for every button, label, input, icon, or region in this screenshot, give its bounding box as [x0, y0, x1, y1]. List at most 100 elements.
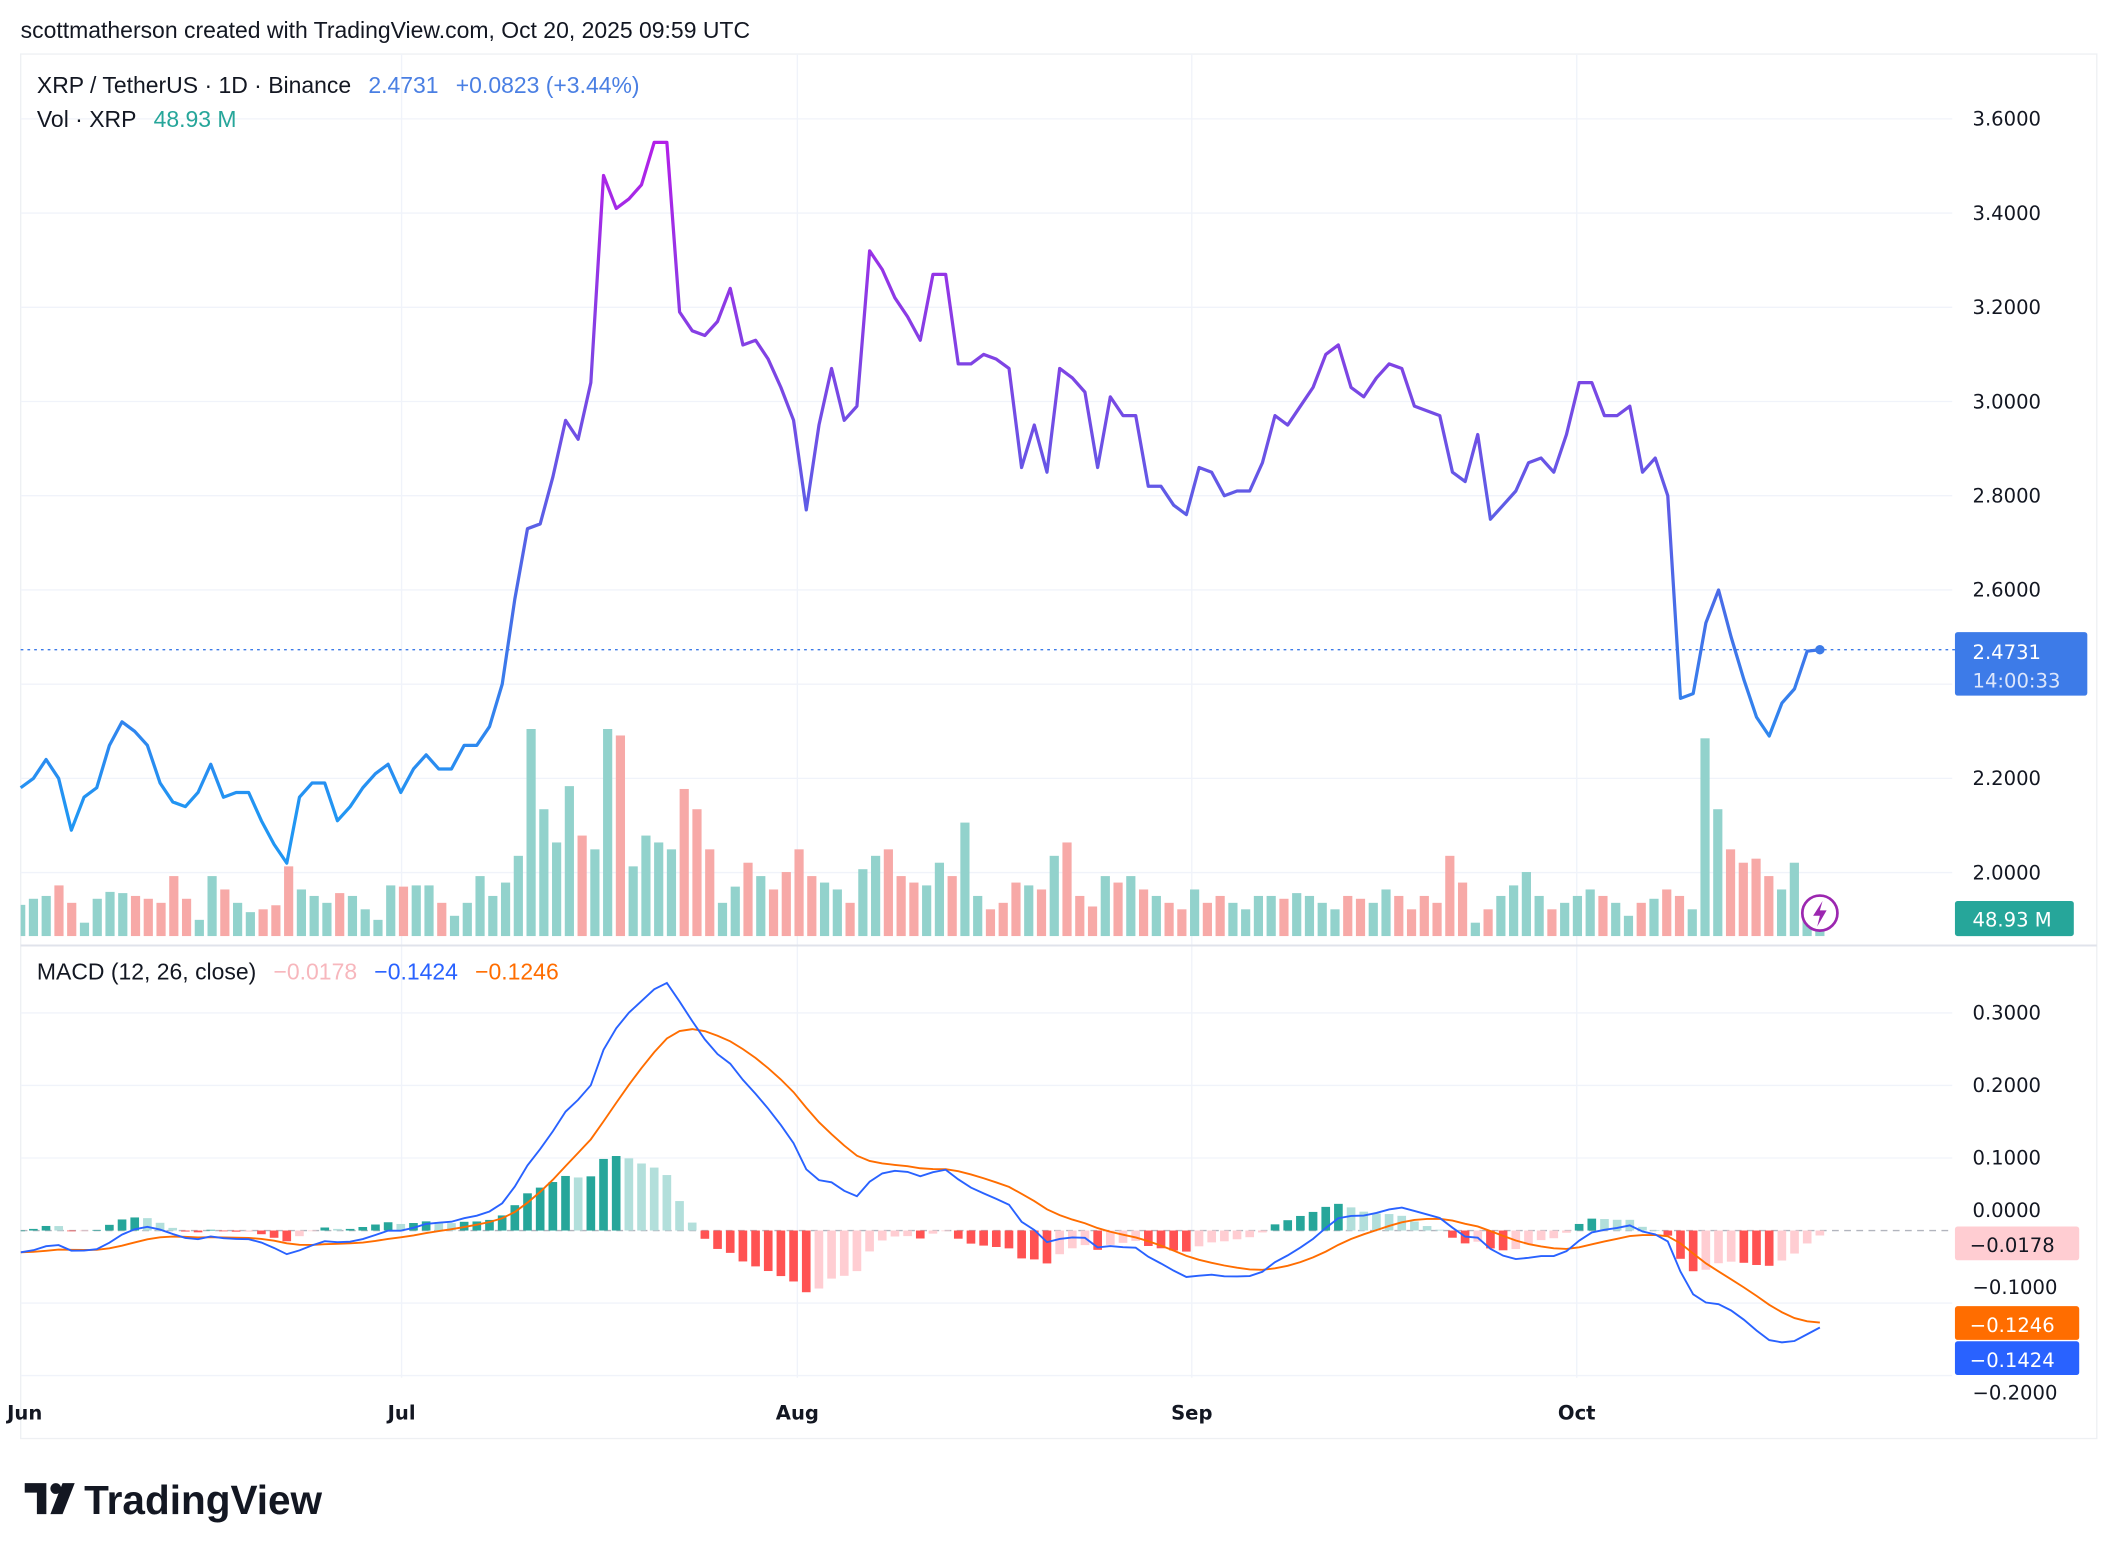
macd-histogram-bar — [383, 1222, 393, 1231]
volume-bar — [628, 866, 638, 937]
volume-bar — [1394, 895, 1404, 937]
macd-histogram-bar — [1536, 1230, 1546, 1241]
macd-histogram-bar — [1346, 1207, 1356, 1231]
macd-histogram-bar — [117, 1219, 127, 1231]
macd-histogram-bar — [295, 1230, 304, 1237]
macd-histogram-bar — [1486, 1230, 1495, 1249]
macd-axis[interactable]: 0.3000 0.2000 0.1000 0.0000 −0.1000 −0.2000 — [1973, 1002, 2058, 1405]
macd-histogram-bar — [1384, 1214, 1394, 1231]
volume-bar — [143, 898, 153, 937]
price-axis[interactable]: 3.6000 3.4000 3.2000 3.0000 2.8000 2.6000 2.20… — [1973, 108, 2042, 885]
volume-bar — [845, 902, 855, 937]
macd-histogram-bar — [1739, 1230, 1749, 1263]
macd-hist-value: −0.0178 — [273, 958, 357, 984]
volume-bar — [730, 886, 740, 937]
macd-histogram-bar — [1245, 1230, 1255, 1238]
macd-signal-value: −0.1246 — [475, 958, 559, 984]
symbol-legend[interactable]: XRP / TetherUS · 1D · Binance 2.4731 +0.… — [37, 72, 640, 98]
credit-text: scottmatherson created with TradingView.… — [21, 17, 750, 43]
macd-histogram-bar — [1726, 1230, 1736, 1262]
macd-histogram-bar — [320, 1227, 330, 1231]
macd-tick-label: 0.1000 — [1973, 1147, 2042, 1170]
macd-histogram-bar — [409, 1222, 418, 1231]
volume-bar — [1330, 909, 1340, 937]
volume-bar — [424, 885, 434, 937]
macd-histogram-bar — [1473, 1230, 1483, 1242]
volume-bar — [743, 862, 753, 937]
macd-histogram-bar — [1574, 1223, 1584, 1231]
time-axis[interactable]: Jun Jul Aug Sep Oct — [5, 1402, 1595, 1425]
macd-histogram-bar — [903, 1230, 912, 1237]
macd-histogram-bar — [1029, 1230, 1039, 1260]
volume-bar — [347, 895, 358, 937]
volume-bar — [513, 855, 523, 937]
price-tick-label: 2.6000 — [1973, 579, 2042, 602]
macd-histogram-bar — [535, 1187, 545, 1231]
volume-bar — [947, 876, 957, 937]
volume-bar — [1636, 902, 1646, 937]
volume-bar — [1776, 889, 1787, 937]
macd-histogram-bar — [1321, 1206, 1331, 1231]
volume-bar — [973, 895, 983, 937]
chart-frame — [20, 53, 2098, 1440]
volume-bar — [1445, 855, 1455, 937]
volume-bar — [1011, 882, 1021, 937]
volume-bar — [641, 835, 651, 937]
volume-badge: 48.93 M — [1954, 900, 2074, 937]
macd-histogram-bar — [1258, 1230, 1267, 1233]
last-price-dot — [1815, 644, 1825, 655]
symbol-name: XRP / TetherUS · 1D · Binance — [37, 72, 351, 98]
volume-bar — [1215, 895, 1225, 937]
volume-bar — [1547, 909, 1557, 937]
macd-histogram-bar — [206, 1229, 216, 1231]
tradingview-logo-text: TradingView — [84, 1477, 322, 1523]
volume-bar — [1304, 895, 1315, 937]
macd-legend[interactable]: MACD (12, 26, close) −0.0178 −0.1424 −0.… — [37, 958, 559, 984]
volume-bar — [552, 842, 562, 937]
macd-histogram-bar — [143, 1218, 152, 1231]
macd-histogram-bar — [41, 1225, 51, 1231]
macd-histogram-bar — [789, 1230, 798, 1282]
macd-histogram-bar — [1182, 1230, 1191, 1252]
volume-bar — [705, 849, 715, 937]
macd-histogram-bar — [662, 1175, 672, 1231]
volume-bar — [1036, 889, 1047, 937]
macd-histogram-bar — [561, 1175, 570, 1231]
volume-bar — [79, 922, 90, 937]
volume-bar — [590, 849, 600, 937]
macd-histogram-bar — [1802, 1230, 1812, 1244]
macd-histogram-bar — [1676, 1230, 1685, 1259]
price-tick-label: 3.4000 — [1973, 202, 2042, 225]
volume-bar — [1266, 895, 1276, 937]
volume-bar — [92, 898, 102, 937]
macd-line-value: −0.1424 — [374, 958, 458, 984]
volume-badge-text: 48.93 M — [1973, 909, 2052, 932]
volume-bar — [20, 904, 26, 937]
volume-bar — [1687, 909, 1697, 937]
macd-histogram-bar — [877, 1230, 887, 1241]
volume-value: 48.93 M — [154, 106, 237, 132]
macd-tick-label: −0.1000 — [1973, 1276, 2058, 1299]
volume-bar — [1572, 895, 1583, 937]
macd-histogram-bar — [1410, 1221, 1419, 1231]
flash-icon[interactable] — [1800, 894, 1839, 933]
volume-bar — [756, 876, 766, 937]
macd-pane — [20, 981, 1825, 1344]
volume-bar — [1190, 889, 1200, 937]
volume-bar — [1419, 895, 1429, 937]
macd-histogram-bar — [257, 1230, 266, 1235]
tradingview-logo-icon — [24, 1483, 75, 1515]
volume-bar — [832, 889, 842, 937]
macd-histogram-bar — [700, 1230, 710, 1239]
volume-bar — [603, 728, 613, 937]
grid — [20, 54, 1953, 1378]
tradingview-logo[interactable]: TradingView — [24, 1477, 323, 1523]
volume-bar — [1713, 809, 1723, 937]
volume-bar — [296, 889, 307, 937]
price-series — [19, 140, 1825, 865]
macd-histogram-bar — [1093, 1230, 1102, 1250]
volume-legend[interactable]: Vol · XRP 48.93 M — [37, 106, 237, 132]
macd-histogram-bar — [1042, 1230, 1052, 1264]
macd-histogram-bar — [1688, 1230, 1698, 1272]
macd-histogram-bar — [1067, 1230, 1077, 1249]
